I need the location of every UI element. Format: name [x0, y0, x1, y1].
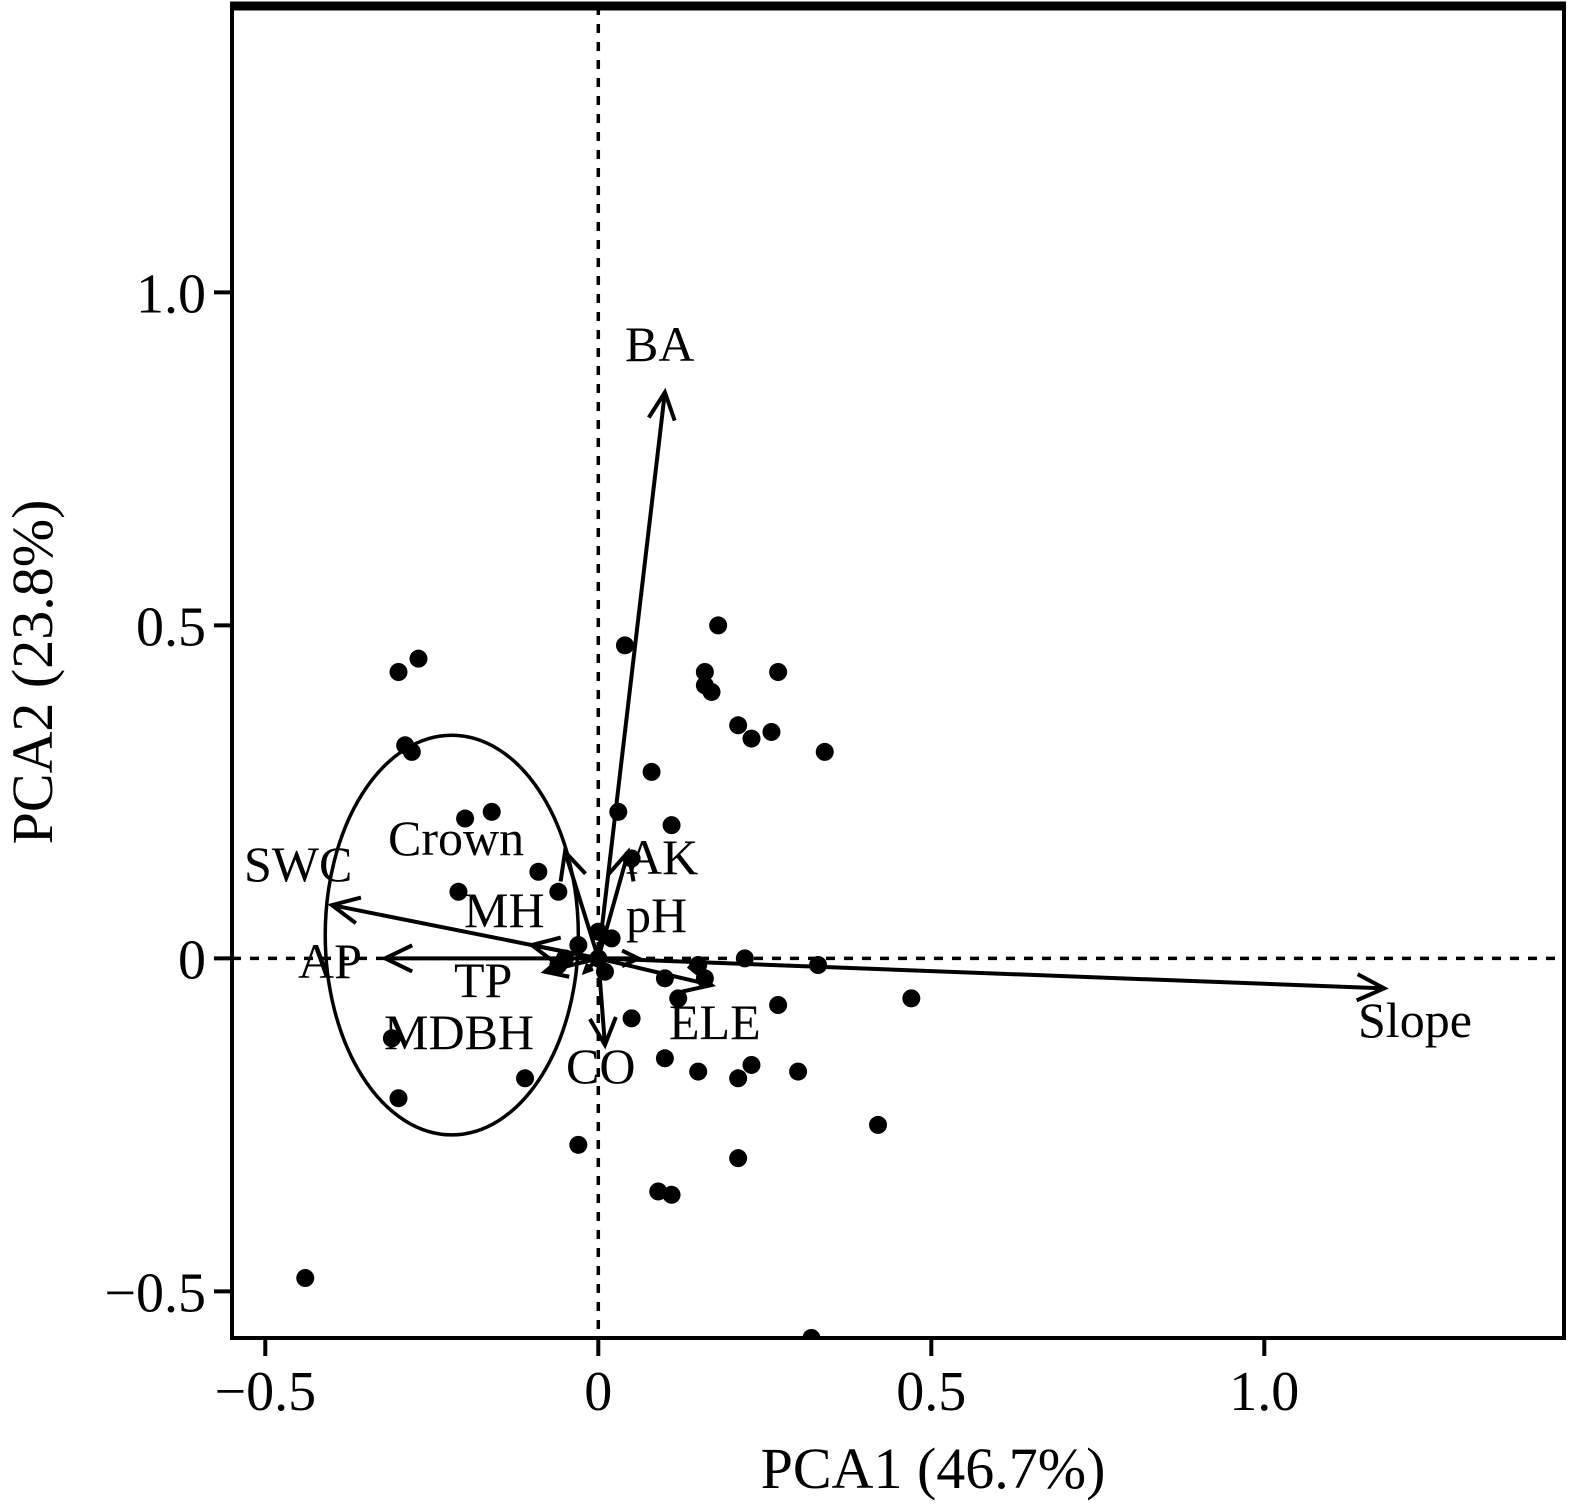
data-point — [662, 816, 681, 835]
data-point — [589, 922, 608, 941]
data-point — [402, 742, 421, 761]
y-tick-label: 0.5 — [136, 596, 206, 658]
vector-label-ele: ELE — [669, 994, 761, 1050]
data-point — [729, 716, 748, 735]
data-point — [769, 663, 788, 681]
group-ellipse — [323, 733, 581, 1137]
x-axis-title: PCA1 (46.7%) — [761, 1436, 1106, 1501]
data-point — [549, 956, 568, 975]
x-tick-label: 0 — [584, 1361, 612, 1423]
data-point — [549, 882, 568, 901]
data-point — [742, 1055, 761, 1074]
data-point — [622, 1009, 641, 1028]
data-point — [802, 1329, 821, 1338]
data-point — [695, 663, 714, 681]
data-point — [609, 802, 628, 821]
vector-label-swc: SWC — [244, 836, 352, 892]
data-point — [695, 969, 714, 988]
data-point — [742, 729, 761, 748]
axis-ticks: −0.5 0 0.5 1.0 −0.5 0 0.5 1.0 — [104, 263, 1299, 1423]
x-tick-label: −0.5 — [215, 1361, 317, 1423]
vector-label-mdbh: MDBH — [384, 1004, 534, 1060]
data-point — [709, 616, 728, 635]
data-point — [569, 1135, 588, 1154]
plot-area — [232, 6, 1564, 1338]
data-point — [389, 1089, 408, 1108]
vector-label-crown: Crown — [388, 810, 524, 866]
vector-label-ap: AP — [298, 933, 362, 989]
vector-label-co: CO — [566, 1038, 635, 1094]
vector-label-tp: TP — [454, 952, 512, 1008]
data-point — [669, 989, 688, 1008]
data-point — [902, 989, 921, 1008]
data-point — [595, 962, 614, 981]
x-tick-label: 0.5 — [896, 1361, 966, 1423]
data-point — [296, 1269, 315, 1288]
data-point — [689, 1062, 708, 1081]
data-point — [655, 1049, 674, 1068]
y-axis-title: PCA2 (23.8%) — [0, 500, 65, 845]
data-point — [516, 1069, 535, 1088]
data-point — [569, 936, 588, 955]
data-point — [456, 809, 475, 828]
data-point — [789, 1062, 808, 1081]
data-point — [615, 636, 634, 655]
y-tick-label: 0 — [178, 929, 206, 991]
data-point — [602, 929, 621, 948]
vector-slope — [598, 956, 1389, 1003]
data-point — [702, 682, 721, 701]
y-tick-label: −0.5 — [104, 1262, 206, 1324]
vector-ba — [596, 387, 677, 959]
data-point — [529, 862, 548, 881]
data-point — [482, 802, 501, 821]
data-point — [809, 956, 828, 975]
data-point — [729, 1069, 748, 1088]
loading-vectors — [327, 387, 1389, 1050]
vector-label-slope: Slope — [1358, 992, 1472, 1048]
data-point — [655, 969, 674, 988]
sample-points — [296, 616, 921, 1338]
plot-frame — [230, 4, 1566, 1340]
data-point — [729, 1149, 748, 1168]
x-tick-label: 1.0 — [1229, 1361, 1299, 1423]
data-point — [869, 1115, 888, 1134]
data-point — [815, 742, 834, 761]
data-point — [689, 956, 708, 975]
data-point — [449, 882, 468, 901]
vector-crown — [558, 847, 601, 959]
data-point — [389, 663, 408, 681]
vector-label-ph: pH — [626, 887, 687, 943]
data-point — [622, 849, 641, 868]
data-point — [762, 722, 781, 741]
data-point — [642, 762, 661, 781]
data-point — [409, 649, 428, 668]
data-point — [769, 996, 788, 1014]
data-point — [589, 949, 608, 968]
data-point — [382, 1029, 401, 1048]
vector-label-ak: AK — [626, 829, 698, 885]
y-tick-label: 1.0 — [136, 263, 206, 325]
data-point — [662, 1185, 681, 1204]
vector-label-ba: BA — [625, 316, 694, 372]
vector-label-mh: MH — [464, 882, 545, 938]
data-point — [735, 949, 754, 968]
